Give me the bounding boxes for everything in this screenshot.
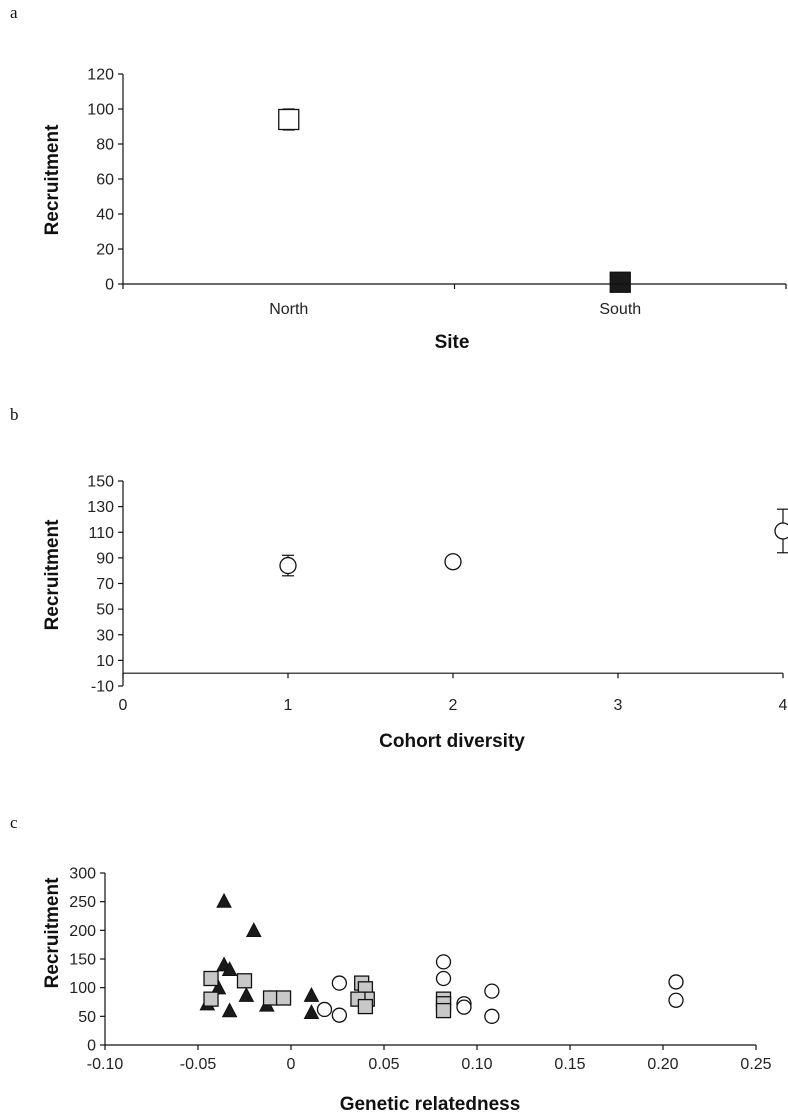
panel-b-marks xyxy=(279,508,788,577)
panel-b-y-tick-label: 130 xyxy=(87,499,114,516)
panel-b-y-tick-label: 110 xyxy=(88,525,114,542)
panel-b-x-tick-label: 2 xyxy=(449,697,458,714)
panel-b-x-tick-label: 0 xyxy=(119,697,128,714)
panel-c-x-tick-label: 0.20 xyxy=(647,1056,678,1073)
panel-a-x-tick-label: North xyxy=(269,301,308,318)
panel-c-x-tick-label: -0.10 xyxy=(87,1056,124,1073)
panel-c-x-ticks: -0.10 -0.05 0 0.05 0.10 0.15 0.20 0.25 xyxy=(87,1045,772,1073)
panel-c-point-circle xyxy=(668,992,684,1008)
panel-c-y-tick-label: 300 xyxy=(69,866,96,883)
panel-a-x-ticks: North South xyxy=(122,284,787,318)
panel-a-y-tick-label: 100 xyxy=(87,102,114,119)
panel-a: a 0 20 40 60 80 100 120 North South Site Recrui… xyxy=(10,3,787,353)
panel-b-label: b xyxy=(10,405,19,424)
panel-b-y-tick-label: 50 xyxy=(96,602,114,619)
panel-c-point-square xyxy=(236,973,253,989)
panel-a-y-tick-label: 0 xyxy=(105,277,114,294)
panel-b-y-tick-label: 30 xyxy=(96,627,114,644)
panel-c-y-ticks: 0 50 100 150 200 250 300 xyxy=(69,866,105,1055)
panel-c-y-title: Recruitment xyxy=(42,877,63,989)
panel-b-x-tick-label: 3 xyxy=(614,697,623,714)
panel-c-x-tick-label: 0.25 xyxy=(740,1056,771,1073)
panel-c-point-square xyxy=(203,991,219,1007)
panel-c-y-tick-label: 200 xyxy=(69,923,96,940)
panel-c-x-title: Genetic relatedness xyxy=(340,1094,521,1115)
panel-a-y-title: Recruitment xyxy=(42,124,63,236)
panel-c-point-circle xyxy=(331,1007,348,1023)
panel-b-y-title: Recruitment xyxy=(42,519,63,631)
panel-b-y-tick-label: 90 xyxy=(96,550,114,567)
panel-c-point-triangle xyxy=(238,986,255,1002)
panel-c-point-circle xyxy=(331,975,348,991)
panel-a-marks xyxy=(278,108,631,293)
panel-b-x-tick-label: 1 xyxy=(284,697,293,714)
panel-b: b -10 10 30 50 70 90 110 130 150 0 1 2 3 4 Cohort di… xyxy=(10,405,788,752)
panel-b-point xyxy=(279,556,297,575)
panel-b-y-tick-label: -10 xyxy=(91,679,114,696)
panel-c-point-triangle xyxy=(303,1004,320,1020)
panel-c-x-tick-label: 0.05 xyxy=(368,1056,399,1073)
panel-a-label: a xyxy=(10,3,18,22)
panel-c-point-triangle xyxy=(216,892,232,908)
panel-c-point-square xyxy=(262,990,279,1006)
panel-a-y-tick-label: 60 xyxy=(96,172,114,189)
panel-a-y-tick-label: 20 xyxy=(96,242,114,259)
panel-c-label: c xyxy=(10,813,18,832)
panel-c-point-circle xyxy=(456,999,472,1015)
panel-c-y-tick-label: 150 xyxy=(69,952,96,969)
panel-c-x-tick-label: 0.10 xyxy=(461,1056,492,1073)
panel-c-marks xyxy=(199,892,684,1024)
panel-c-point-circle xyxy=(668,974,684,990)
panel-c-point-circle xyxy=(435,954,452,970)
panel-c-point-square xyxy=(435,1002,452,1019)
panel-b-y-tick-label: 70 xyxy=(96,576,114,593)
panel-a-x-tick-label: South xyxy=(599,301,641,318)
panel-c-point-triangle xyxy=(221,1002,238,1018)
panel-b-x-tick-label: 4 xyxy=(779,697,788,714)
panel-c-point-circle xyxy=(316,1001,333,1018)
panel-a-y-tick-label: 80 xyxy=(96,137,114,154)
panel-a-point xyxy=(278,108,300,131)
panel-c-point-circle xyxy=(484,983,500,999)
panel-c-point-triangle xyxy=(303,986,320,1002)
panel-a-x-title: Site xyxy=(435,332,470,353)
panel-b-y-ticks: -10 10 30 50 70 90 110 130 150 xyxy=(87,474,123,696)
panel-b-point xyxy=(444,553,462,571)
panel-c-x-tick-label: 0 xyxy=(287,1056,296,1073)
panel-c-x-tick-label: -0.05 xyxy=(180,1056,217,1073)
panel-c-point-square xyxy=(357,998,374,1015)
panel-c-point-circle xyxy=(435,970,452,987)
panel-c: c 0 50 100 150 200 250 300 -0.10 -0.05 0 0.05 0.10… xyxy=(10,813,772,1115)
panel-c-x-tick-label: 0.15 xyxy=(554,1056,585,1073)
panel-a-y-ticks: 0 20 40 60 80 100 120 xyxy=(87,67,123,294)
panel-b-x-title: Cohort diversity xyxy=(379,731,525,752)
panel-a-y-tick-label: 120 xyxy=(87,67,114,84)
panel-c-point-square xyxy=(275,990,292,1006)
panel-b-y-tick-label: 10 xyxy=(96,653,114,670)
panel-c-point-square xyxy=(203,970,219,987)
panel-c-y-tick-label: 50 xyxy=(78,1009,96,1026)
panel-b-y-tick-label: 150 xyxy=(87,474,114,491)
panel-a-y-tick-label: 40 xyxy=(96,207,114,224)
panel-c-y-tick-label: 250 xyxy=(69,894,96,911)
panel-c-point-triangle xyxy=(245,922,262,938)
panel-b-x-ticks: 0 1 2 3 4 xyxy=(119,673,788,714)
panel-c-point-circle xyxy=(484,1008,500,1024)
panel-c-y-tick-label: 0 xyxy=(87,1038,96,1055)
panel-c-y-tick-label: 100 xyxy=(69,980,96,997)
panel-b-point xyxy=(774,522,788,540)
panel-a-point xyxy=(609,271,631,293)
panel-c-point-triangle xyxy=(221,961,238,977)
